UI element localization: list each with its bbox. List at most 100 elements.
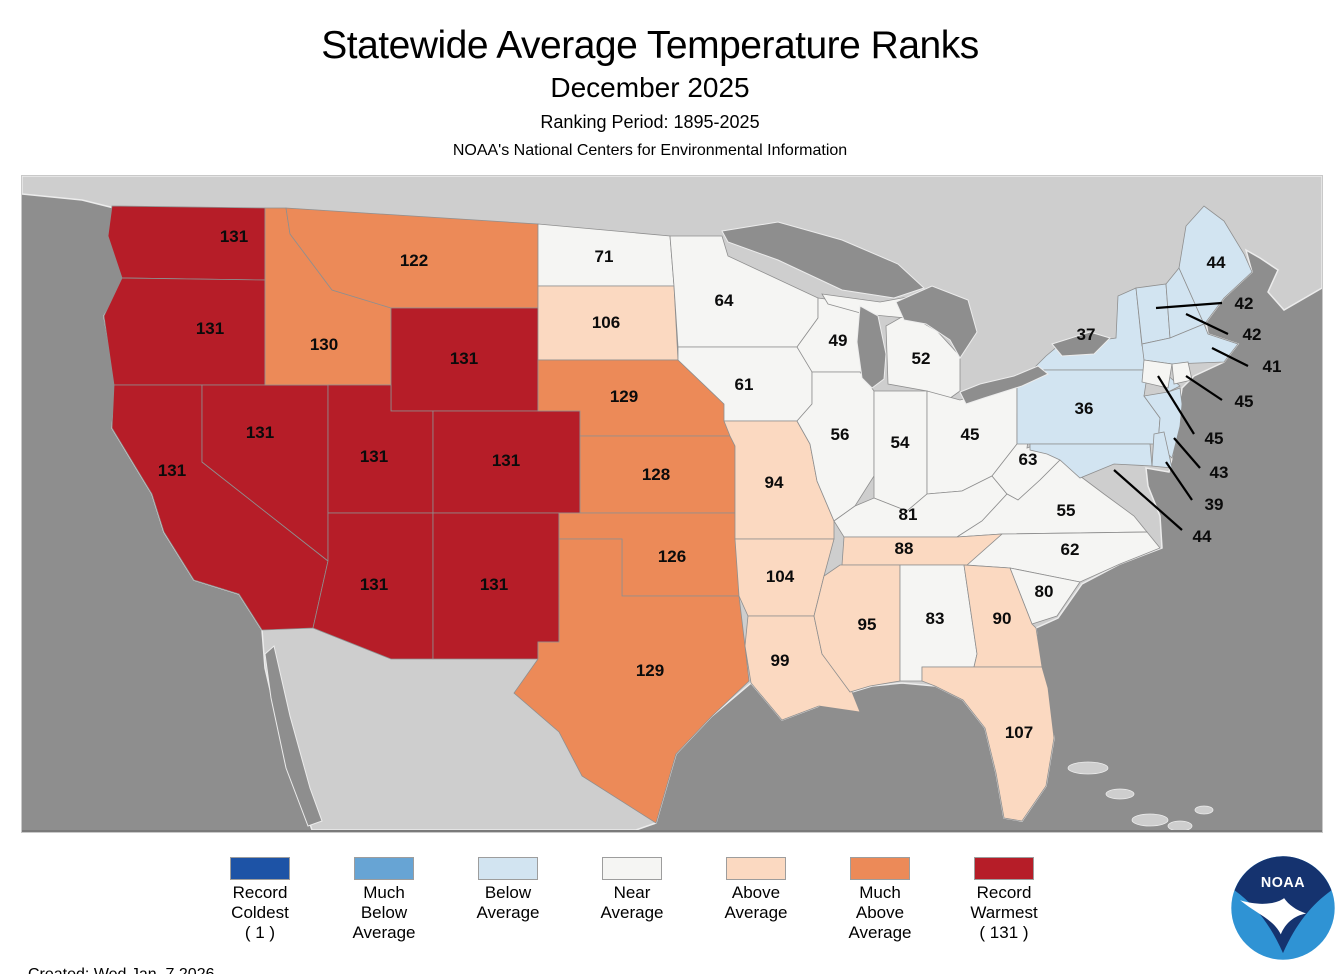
state-rank-label-SD: 106 — [592, 313, 620, 332]
state-rank-label-MI: 52 — [912, 349, 931, 368]
legend-label-much_below: Much Below Average — [352, 883, 416, 942]
callout-rank-label-CT: 45 — [1205, 429, 1224, 448]
legend-item-record_coldest: Record Coldest( 1 ) — [198, 857, 322, 943]
state-MD — [1029, 443, 1153, 479]
bahamas-island — [1067, 761, 1109, 775]
state-rank-label-GA: 90 — [993, 609, 1012, 628]
legend-swatch-record_coldest — [230, 857, 290, 880]
created-date: Created: Wed Jan 7 2026 — [28, 964, 229, 974]
state-rank-label-KY: 81 — [899, 505, 918, 524]
great-lake-0 — [721, 221, 925, 299]
noaa-logo-bird-icon — [1240, 898, 1307, 935]
callout-leader-line-MD — [1113, 469, 1183, 531]
state-rank-label-CO: 131 — [492, 451, 520, 470]
callout-rank-label-DE: 39 — [1205, 495, 1224, 514]
callout-rank-label-MA: 41 — [1263, 357, 1282, 376]
callout-rank-label-NJ: 43 — [1210, 463, 1229, 482]
org-credit: NOAA's National Centers for Environmenta… — [452, 142, 848, 159]
subtitle-month: December 2025 — [550, 72, 750, 103]
state-rank-label-AL: 83 — [926, 609, 945, 628]
map-panel: 131 131 131 131 130 122 131 131 131 131 131 71 106 12… — [22, 176, 1322, 832]
callout-rank-label-VT: 42 — [1235, 294, 1254, 313]
legend-swatch-below — [478, 857, 538, 880]
ranking-period: Ranking Period: 1895-2025 — [540, 112, 760, 132]
bahamas-island — [1194, 805, 1214, 815]
state-VT — [1135, 283, 1171, 345]
callout-leader-line-CT — [1157, 375, 1195, 435]
state-rank-label-IN: 54 — [891, 433, 910, 452]
legend-swatch-much_above — [850, 857, 910, 880]
state-rank-label-WA: 131 — [220, 227, 248, 246]
state-TX — [513, 538, 750, 824]
state-rank-label-IA: 61 — [735, 375, 754, 394]
state-VA — [956, 459, 1148, 538]
state-rank-label-ME: 44 — [1207, 253, 1226, 272]
state-rank-label-NM: 131 — [480, 575, 508, 594]
state-rank-label-OR: 131 — [196, 319, 224, 338]
callout-leader-line-NH — [1185, 313, 1229, 335]
legend-item-above: Above Average — [694, 857, 818, 923]
legend-label-record_coldest: Record Coldest( 1 ) — [231, 883, 289, 942]
state-rank-label-NE: 129 — [610, 387, 638, 406]
state-rank-label-TX: 129 — [636, 661, 664, 680]
callout-leader-line-NJ — [1173, 437, 1201, 469]
great-lake-4 — [1051, 331, 1111, 357]
legend-label-record_warmest: Record Warmest( 131 ) — [970, 883, 1038, 942]
state-DE — [1151, 431, 1173, 469]
state-rank-label-MS: 95 — [858, 615, 877, 634]
state-rank-label-ID: 130 — [310, 335, 338, 354]
callout-rank-label-RI: 45 — [1235, 392, 1254, 411]
legend-label-below: Below Average — [476, 883, 540, 922]
great-lake-1 — [856, 305, 887, 389]
state-rank-label-WI: 49 — [829, 331, 848, 350]
state-rank-label-CA: 131 — [158, 461, 186, 480]
callout-rank-label-NH: 42 — [1243, 325, 1262, 344]
state-rank-label-WV: 63 — [1019, 450, 1038, 469]
bahamas-island — [1167, 820, 1193, 830]
legend-item-near: Near Average — [570, 857, 694, 923]
state-NJ — [1143, 387, 1183, 459]
gulf-of-california — [264, 645, 323, 827]
state-rank-label-FL: 107 — [1005, 723, 1033, 742]
state-rank-label-IL: 56 — [831, 425, 850, 444]
state-rank-label-AR: 104 — [766, 567, 795, 586]
state-rank-label-MT: 122 — [400, 251, 428, 270]
state-rank-label-TN: 88 — [895, 539, 914, 558]
state-rank-label-LA: 99 — [771, 651, 790, 670]
state-rank-label-MN: 64 — [715, 291, 734, 310]
legend-swatch-record_warmest — [974, 857, 1034, 880]
state-rank-label-MO: 94 — [765, 473, 784, 492]
state-rank-label-OH: 45 — [961, 425, 980, 444]
state-FL — [921, 666, 1055, 822]
great-lake-2 — [895, 285, 978, 359]
state-rank-label-AZ: 131 — [360, 575, 388, 594]
legend-item-much_above: Much Above Average — [818, 857, 942, 943]
callout-leader-line-MA — [1211, 347, 1249, 367]
footer: Created: Wed Jan 7 2026 Source: nClimGri… — [28, 920, 229, 974]
bahamas-island — [1131, 813, 1169, 827]
state-rank-label-VA: 55 — [1057, 501, 1076, 520]
state-rank-label-ND: 71 — [595, 247, 614, 266]
noaa-logo-graphic: NOAA — [1231, 856, 1335, 960]
state-rank-label-UT: 131 — [360, 447, 388, 466]
great-lake-3 — [959, 365, 1049, 405]
state-TN — [841, 533, 1004, 566]
callout-leader-line-RI — [1185, 375, 1223, 401]
legend-swatch-above — [726, 857, 786, 880]
callout-rank-label-MD: 44 — [1193, 527, 1212, 546]
legend-label-near: Near Average — [600, 883, 664, 922]
legend-swatch-near — [602, 857, 662, 880]
legend-label-above: Above Average — [724, 883, 788, 922]
state-RI — [1171, 361, 1193, 385]
state-rank-label-NC: 62 — [1061, 540, 1080, 559]
callout-leader-line-DE — [1165, 461, 1193, 501]
legend-item-record_warmest: Record Warmest( 131 ) — [942, 857, 1066, 943]
state-rank-label-WY: 131 — [450, 349, 478, 368]
state-CT — [1141, 359, 1173, 389]
legend-swatch-much_below — [354, 857, 414, 880]
legend-item-below: Below Average — [446, 857, 570, 923]
state-rank-label-SC: 80 — [1035, 582, 1054, 601]
bahamas-island — [1105, 788, 1135, 800]
page-title: Statewide Average Temperature Ranks — [321, 24, 979, 67]
